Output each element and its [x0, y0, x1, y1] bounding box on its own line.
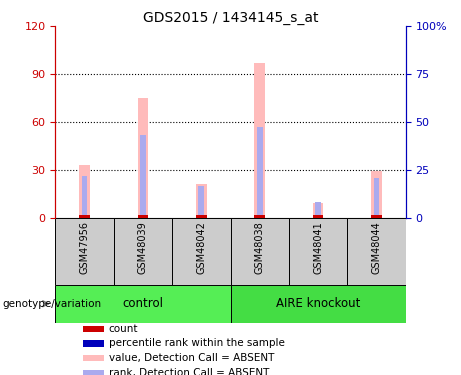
Bar: [83, 355, 104, 362]
Bar: [82, 176, 88, 218]
Bar: [83, 370, 104, 375]
Bar: [289, 217, 347, 285]
Bar: [371, 171, 382, 217]
Bar: [257, 127, 263, 218]
Bar: [196, 215, 207, 217]
Text: GSM48041: GSM48041: [313, 221, 323, 274]
Text: GSM48039: GSM48039: [138, 221, 148, 274]
Bar: [55, 285, 230, 322]
Bar: [254, 63, 265, 217]
Text: GSM48042: GSM48042: [196, 221, 207, 274]
Text: AIRE knockout: AIRE knockout: [276, 297, 361, 310]
Bar: [315, 202, 321, 217]
Bar: [230, 217, 289, 285]
Text: value, Detection Call = ABSENT: value, Detection Call = ABSENT: [109, 353, 274, 363]
Bar: [55, 217, 114, 285]
Bar: [347, 217, 406, 285]
Bar: [79, 215, 90, 217]
Bar: [83, 340, 104, 346]
Bar: [79, 165, 90, 218]
Text: control: control: [123, 297, 163, 310]
Text: GSM47956: GSM47956: [79, 221, 89, 274]
Bar: [313, 203, 323, 217]
Text: GSM48044: GSM48044: [372, 221, 382, 274]
Title: GDS2015 / 1434145_s_at: GDS2015 / 1434145_s_at: [143, 11, 318, 25]
Bar: [198, 186, 204, 218]
Bar: [196, 184, 207, 218]
Text: percentile rank within the sample: percentile rank within the sample: [109, 339, 284, 348]
Bar: [313, 215, 323, 217]
Bar: [254, 215, 265, 217]
Bar: [114, 217, 172, 285]
Bar: [230, 285, 406, 322]
Bar: [83, 326, 104, 332]
Bar: [172, 217, 230, 285]
Bar: [140, 135, 146, 218]
Text: GSM48038: GSM48038: [254, 221, 265, 274]
Text: rank, Detection Call = ABSENT: rank, Detection Call = ABSENT: [109, 368, 269, 375]
Bar: [371, 215, 382, 217]
Text: count: count: [109, 324, 138, 334]
Bar: [138, 215, 148, 217]
Bar: [138, 98, 148, 218]
Bar: [373, 178, 379, 218]
Text: genotype/variation: genotype/variation: [2, 299, 101, 309]
